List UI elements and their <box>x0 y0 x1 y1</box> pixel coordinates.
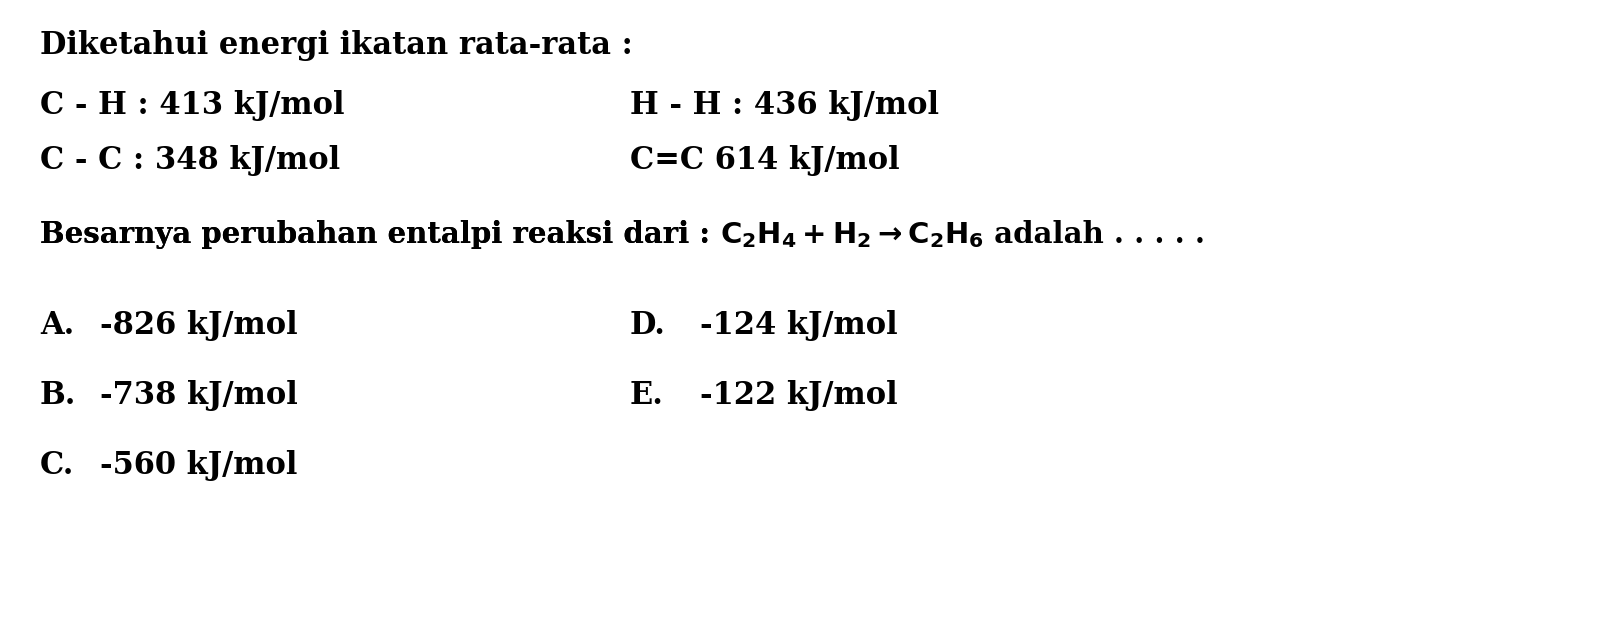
Text: adalah . . . . .: adalah . . . . . <box>984 220 1205 249</box>
Text: H - H : 436 kJ/mol: H - H : 436 kJ/mol <box>629 90 938 121</box>
Text: -124 kJ/mol: -124 kJ/mol <box>701 310 898 341</box>
Text: -826 kJ/mol: -826 kJ/mol <box>100 310 298 341</box>
Text: Besarnya perubahan entalpi reaksi dari :: Besarnya perubahan entalpi reaksi dari : <box>40 220 720 249</box>
Text: -560 kJ/mol: -560 kJ/mol <box>100 450 298 481</box>
Text: C - C : 348 kJ/mol: C - C : 348 kJ/mol <box>40 145 340 176</box>
Text: C=C 614 kJ/mol: C=C 614 kJ/mol <box>629 145 900 176</box>
Text: C - H : 413 kJ/mol: C - H : 413 kJ/mol <box>40 90 345 121</box>
Text: C.: C. <box>40 450 74 481</box>
Text: -738 kJ/mol: -738 kJ/mol <box>100 380 298 411</box>
Text: A.: A. <box>40 310 74 341</box>
Text: E.: E. <box>629 380 663 411</box>
Text: Diketahui energi ikatan rata-rata :: Diketahui energi ikatan rata-rata : <box>40 30 633 61</box>
Text: $\mathbf{C_2H_4+H_2{\rightarrow}C_2H_6}$: $\mathbf{C_2H_4+H_2{\rightarrow}C_2H_6}$ <box>720 220 984 250</box>
Text: -122 kJ/mol: -122 kJ/mol <box>701 380 898 411</box>
Text: D.: D. <box>629 310 667 341</box>
Text: B.: B. <box>40 380 76 411</box>
Text: Besarnya perubahan entalpi reaksi dari :: Besarnya perubahan entalpi reaksi dari : <box>40 220 720 249</box>
